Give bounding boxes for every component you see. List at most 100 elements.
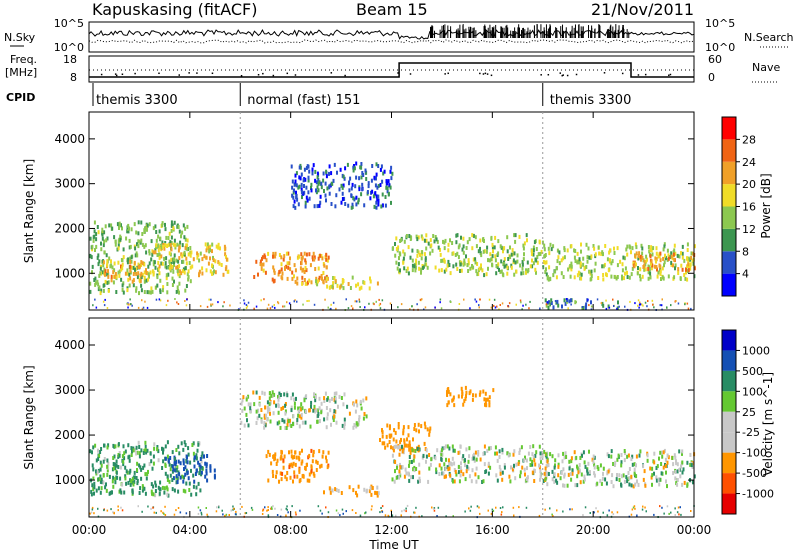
- data-cell: [138, 463, 141, 468]
- data-cell: [584, 506, 587, 509]
- data-cell: [637, 299, 640, 302]
- data-cell: [440, 268, 443, 273]
- data-cell: [141, 273, 144, 278]
- data-cell: [148, 274, 150, 279]
- data-cell: [326, 465, 329, 470]
- data-cell: [643, 264, 646, 268]
- nave-dot: [637, 74, 640, 76]
- data-cell: [340, 491, 343, 495]
- data-cell: [271, 469, 274, 474]
- data-cell: [677, 506, 680, 509]
- data-cell: [96, 255, 99, 260]
- data-cell: [432, 507, 435, 510]
- data-cell: [307, 280, 309, 285]
- data-cell: [280, 262, 283, 267]
- data-cell: [301, 459, 304, 464]
- data-cell: [110, 274, 113, 279]
- data-cell: [284, 409, 287, 414]
- data-cell: [620, 460, 623, 465]
- data-cell: [137, 262, 140, 267]
- data-cell: [458, 479, 461, 484]
- data-cell: [652, 303, 654, 306]
- data-cell: [117, 465, 120, 469]
- data-cell: [434, 306, 436, 309]
- data-cell: [579, 263, 582, 268]
- data-cell: [570, 456, 573, 461]
- data-cell: [245, 412, 248, 417]
- data-cell: [199, 251, 202, 256]
- data-cell: [577, 270, 580, 275]
- data-cell: [578, 469, 581, 474]
- data-cell: [412, 458, 415, 463]
- data-cell: [298, 414, 301, 419]
- data-cell: [146, 227, 148, 232]
- data-cell: [440, 258, 443, 263]
- data-cell: [201, 271, 204, 276]
- data-cell: [106, 464, 109, 469]
- data-cell: [117, 505, 119, 508]
- data-cell: [425, 459, 427, 464]
- data-cell: [560, 470, 563, 475]
- data-cell: [496, 451, 498, 456]
- data-cell: [91, 508, 94, 511]
- data-cell: [187, 476, 190, 481]
- data-cell: [583, 477, 586, 482]
- data-cell: [159, 480, 162, 485]
- data-cell: [165, 304, 168, 307]
- data-cell: [315, 279, 317, 284]
- data-cell: [545, 303, 548, 308]
- data-cell: [205, 507, 207, 509]
- data-cell: [659, 304, 661, 307]
- data-cell: [515, 303, 517, 306]
- data-cell: [444, 444, 447, 449]
- data-cell: [281, 418, 284, 423]
- data-cell: [189, 246, 192, 250]
- data-cell: [532, 252, 535, 257]
- data-cell: [381, 505, 384, 508]
- data-cell: [397, 262, 400, 267]
- data-cell: [532, 444, 535, 449]
- data-cell: [517, 461, 520, 466]
- data-cell: [641, 303, 643, 306]
- data-cell: [182, 458, 185, 463]
- data-cell: [557, 464, 560, 469]
- data-cell: [138, 491, 141, 495]
- data-cell: [247, 402, 250, 407]
- data-cell: [609, 248, 612, 253]
- data-cell: [407, 271, 410, 276]
- data-cell: [561, 304, 563, 309]
- data-cell: [453, 403, 456, 408]
- data-cell: [650, 245, 653, 250]
- data-cell: [225, 265, 228, 270]
- data-cell: [93, 485, 96, 490]
- data-cell: [159, 288, 162, 293]
- data-cell: [317, 177, 320, 182]
- data-cell: [178, 245, 181, 250]
- data-cell: [483, 273, 486, 278]
- data-cell: [684, 303, 686, 306]
- data-cell: [155, 238, 158, 243]
- data-cell: [673, 453, 676, 458]
- data-cell: [154, 483, 157, 488]
- data-cell: [133, 470, 136, 475]
- data-cell: [170, 220, 173, 225]
- data-cell: [318, 419, 321, 424]
- data-cell: [348, 180, 351, 185]
- data-cell: [429, 462, 432, 467]
- data-cell: [298, 457, 301, 462]
- data-cell: [539, 474, 542, 479]
- data-cell: [185, 256, 188, 261]
- data-cell: [588, 304, 590, 307]
- data-cell: [498, 464, 501, 469]
- nave-dot: [668, 74, 670, 77]
- data-cell: [305, 166, 308, 170]
- data-cell: [687, 262, 690, 267]
- data-cell: [597, 245, 600, 250]
- data-cell: [647, 267, 650, 271]
- data-cell: [514, 260, 517, 265]
- data-cell: [274, 456, 276, 461]
- data-cell: [446, 263, 449, 268]
- data-cell: [392, 246, 394, 251]
- data-cell: [539, 252, 542, 256]
- data-cell: [685, 270, 687, 275]
